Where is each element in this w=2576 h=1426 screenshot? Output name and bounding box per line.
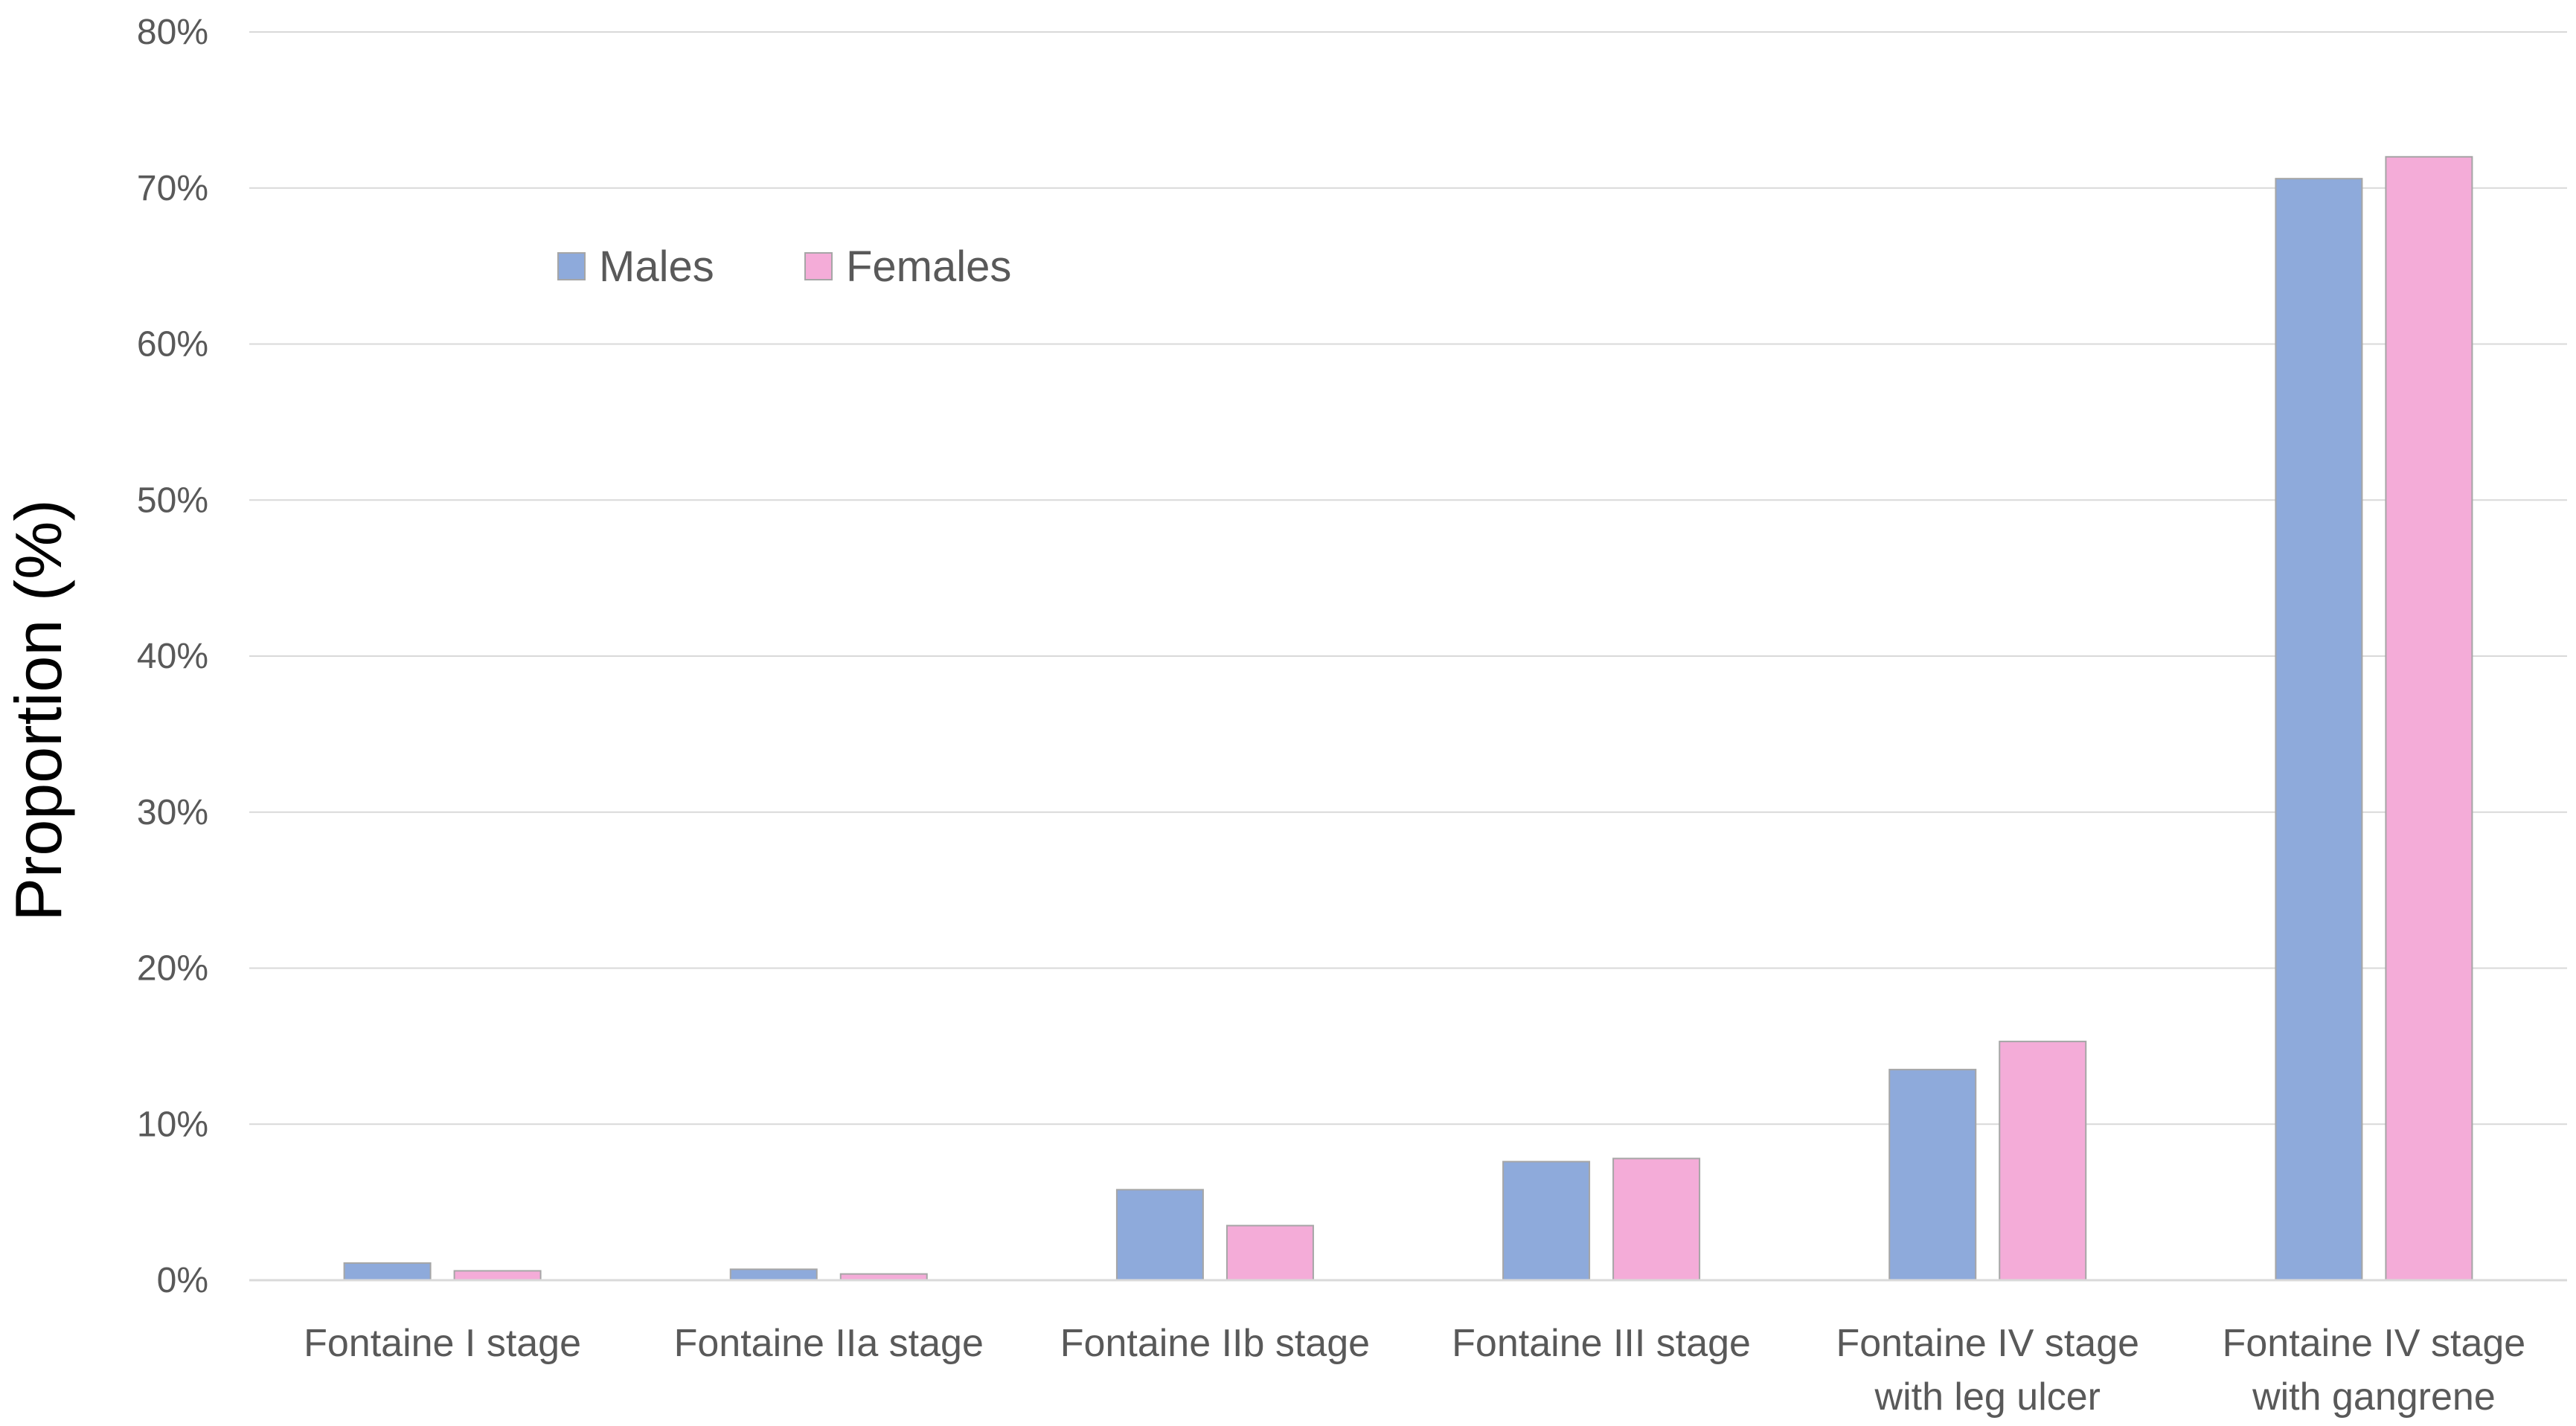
bar-males-4 xyxy=(1888,1068,1977,1282)
bar-females-4 xyxy=(1999,1041,2087,1282)
legend: Males Females xyxy=(557,243,1011,291)
x-tick-label: with leg ulcer xyxy=(1874,1375,2101,1419)
y-tick-label: 80% xyxy=(137,13,208,52)
bar-females-2 xyxy=(1225,1224,1314,1282)
y-tick-label: 40% xyxy=(137,637,208,676)
y-tick-label: 20% xyxy=(137,949,208,989)
x-tick-label: Fontaine IV stage xyxy=(1836,1322,2139,1365)
bars xyxy=(343,155,2473,1282)
x-tick-label: Fontaine I stage xyxy=(304,1322,581,1365)
legend-swatch-males xyxy=(557,252,586,280)
x-tick-label: Fontaine IV stage xyxy=(2223,1322,2526,1365)
x-tick-label: Fontaine IIa stage xyxy=(674,1322,984,1365)
bar-males-3 xyxy=(1502,1160,1591,1281)
bar-females-0 xyxy=(453,1270,542,1282)
bar-males-2 xyxy=(1115,1189,1204,1281)
bar-males-0 xyxy=(343,1262,432,1281)
bar-females-3 xyxy=(1612,1157,1701,1282)
y-tick-label: 0% xyxy=(157,1261,208,1300)
bar-females-5 xyxy=(2385,155,2473,1281)
labels: 0% 10% 20% 30% 40% 50% 60% 70% 80% Fontaine I sta… xyxy=(1,13,2525,1419)
x-tick-label: with gangrene xyxy=(2252,1375,2496,1419)
legend-label-females: Females xyxy=(846,243,1011,291)
x-tick-label: Fontaine III stage xyxy=(1452,1322,1751,1365)
gridlines xyxy=(249,31,2567,1125)
x-tick-label: Fontaine IIb stage xyxy=(1060,1322,1370,1365)
legend-label-males: Males xyxy=(599,243,714,291)
y-tick-label: 50% xyxy=(137,481,208,520)
bar-males-1 xyxy=(729,1268,818,1282)
legend-swatch-females xyxy=(804,252,833,280)
y-tick-label: 10% xyxy=(137,1105,208,1144)
y-tick-label: 30% xyxy=(137,793,208,832)
y-tick-label: 70% xyxy=(137,169,208,208)
y-tick-label: 60% xyxy=(137,325,208,364)
bar-males-5 xyxy=(2275,178,2363,1281)
y-axis-title: Proportion (%) xyxy=(1,499,75,921)
